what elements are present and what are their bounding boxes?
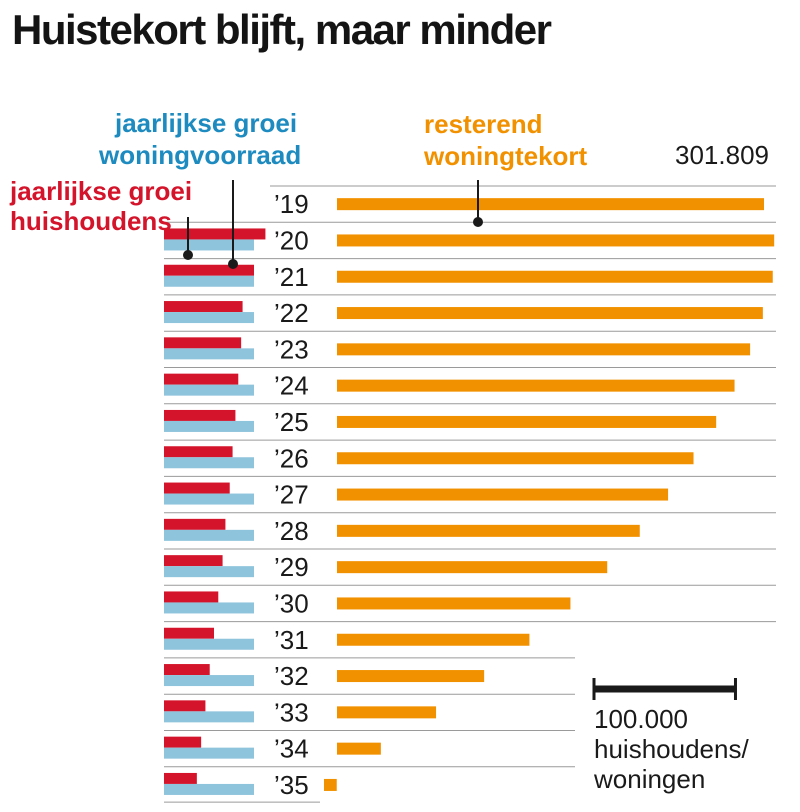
- legend-shortage-line2: woningtekort: [423, 141, 588, 171]
- shortage-bar: [337, 270, 773, 283]
- year-label: ’24: [274, 371, 309, 401]
- row-gridlines: [164, 185, 776, 803]
- shortage-bar: [337, 415, 717, 428]
- year-label: ’29: [274, 552, 309, 582]
- legend-stock-line1: jaarlijkse groei: [114, 108, 297, 138]
- stock-growth-bar: [164, 711, 254, 723]
- year-label: ’21: [274, 262, 309, 292]
- households-growth-bar: [164, 301, 243, 313]
- shortage-bar: [337, 307, 763, 320]
- stock-growth-bar: [164, 529, 254, 541]
- year-label: ’28: [274, 516, 309, 546]
- year-label: ’19: [274, 189, 309, 219]
- scale-value: 100.000: [594, 704, 688, 734]
- legend-households-marker: [183, 250, 193, 260]
- households-growth-bar: [164, 700, 206, 712]
- shortage-bar: [337, 198, 764, 211]
- households-growth-bar: [164, 518, 226, 530]
- shortage-bar: [337, 452, 694, 465]
- stock-growth-bar: [164, 275, 254, 287]
- stock-growth-bar: [164, 239, 254, 251]
- year-label: ’34: [274, 734, 309, 764]
- year-label: ’26: [274, 443, 309, 473]
- shortage-bar: [337, 379, 735, 392]
- stock-growth-bar: [164, 638, 254, 650]
- shortage-bar: [337, 597, 571, 610]
- households-growth-bar: [164, 772, 197, 784]
- stock-growth-bar: [164, 566, 254, 578]
- stock-growth-bar: [164, 747, 254, 759]
- households-growth-bar: [164, 736, 202, 748]
- peak-value-label: 301.809: [675, 140, 769, 170]
- year-labels: ’19 ’20 ’21 ’22 ’23 ’24 ’25 ’26 ’27 ’28 ’29 ’30 ’31 ’…: [274, 189, 309, 800]
- households-growth-bar: [164, 627, 214, 639]
- shortage-bar: [337, 488, 669, 501]
- stock-growth-bar: [164, 384, 254, 396]
- year-label: ’30: [274, 588, 309, 618]
- scale-unit-line2: woningen: [593, 764, 705, 794]
- bars-layer: [164, 198, 775, 795]
- legend-shortage-line1: resterend: [424, 109, 543, 139]
- shortage-bar: [337, 524, 640, 537]
- year-label: ’22: [274, 298, 309, 328]
- shortage-bar: [337, 742, 381, 755]
- stock-growth-bar: [164, 420, 254, 432]
- stock-growth-bar: [164, 457, 254, 469]
- legend-stock-line2: woningvoorraad: [98, 140, 301, 170]
- year-label: ’25: [274, 407, 309, 437]
- shortage-bar: [337, 561, 608, 574]
- shortage-bar: [337, 706, 437, 719]
- households-growth-bar: [164, 555, 223, 567]
- stock-growth-bar: [164, 783, 254, 795]
- shortage-bar: [324, 778, 337, 791]
- year-label: ’35: [274, 770, 309, 800]
- legend-shortage-marker: [473, 217, 483, 227]
- shortage-bar: [337, 633, 530, 646]
- stock-growth-bar: [164, 675, 254, 687]
- shortage-bar: [337, 343, 751, 356]
- households-growth-bar: [164, 337, 242, 349]
- households-growth-bar: [164, 591, 219, 603]
- households-growth-bar: [164, 409, 236, 421]
- year-label: ’33: [274, 697, 309, 727]
- year-label: ’20: [274, 225, 309, 255]
- households-growth-bar: [164, 664, 210, 676]
- year-label: ’23: [274, 334, 309, 364]
- shortage-bar: [337, 234, 775, 247]
- households-growth-bar: [164, 482, 230, 494]
- households-growth-bar: [164, 373, 239, 385]
- stock-growth-bar: [164, 493, 254, 505]
- year-label: ’27: [274, 480, 309, 510]
- legend-households-line1: jaarlijkse groei: [9, 176, 192, 206]
- households-growth-bar: [164, 264, 254, 276]
- chart-title: Huistekort blijft, maar minder: [12, 6, 552, 53]
- year-label: ’31: [274, 625, 309, 655]
- year-label: ’32: [274, 661, 309, 691]
- scale-legend: 100.000 huishoudens/ woningen: [592, 678, 749, 794]
- legend-households-line2: huishoudens: [10, 206, 172, 236]
- shortage-bar: [337, 670, 485, 683]
- legend-stock-marker: [228, 259, 238, 269]
- stock-growth-bar: [164, 602, 254, 614]
- households-growth-bar: [164, 228, 266, 240]
- stock-growth-bar: [164, 312, 254, 324]
- households-growth-bar: [164, 446, 233, 458]
- scale-unit-line1: huishoudens/: [594, 734, 749, 764]
- stock-growth-bar: [164, 348, 254, 360]
